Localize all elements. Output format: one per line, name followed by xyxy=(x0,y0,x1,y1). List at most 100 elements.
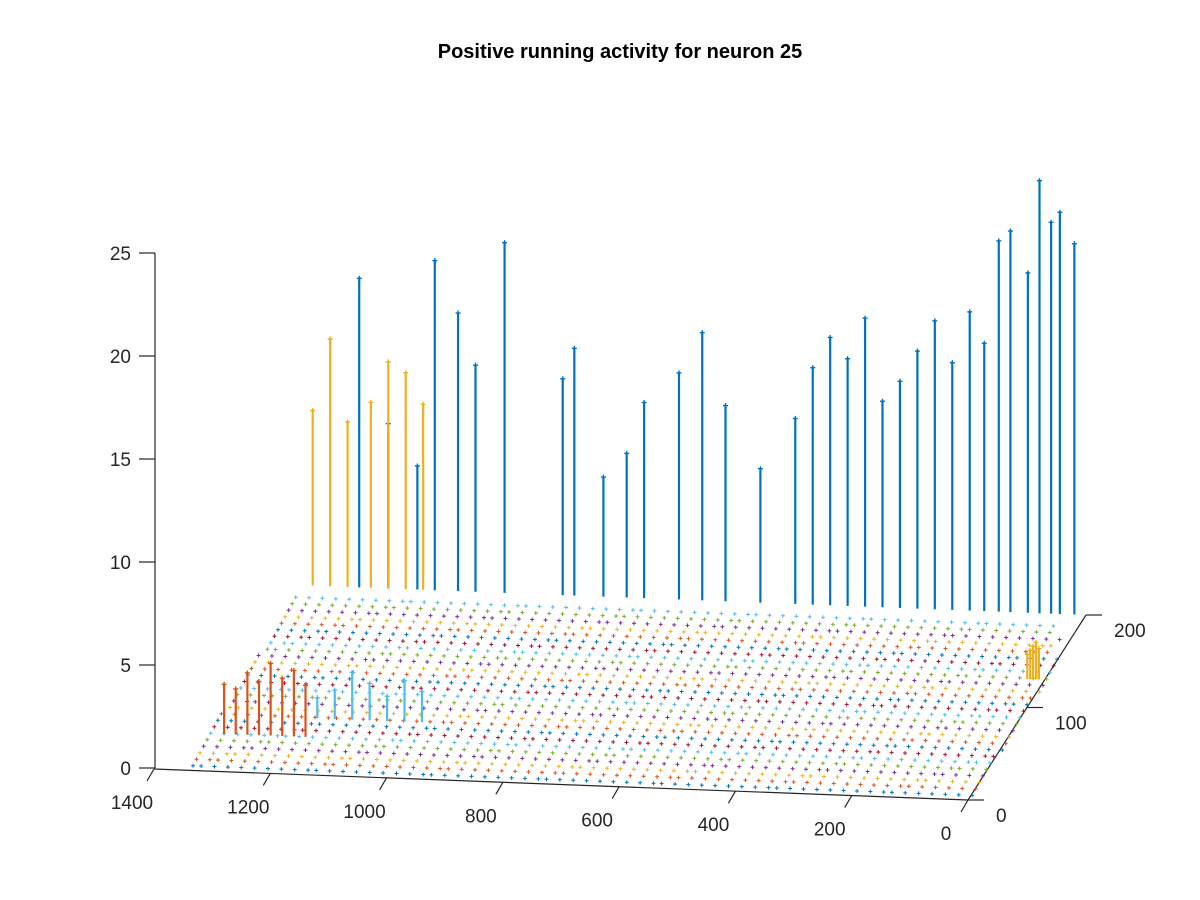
floor-marker xyxy=(309,761,314,766)
floor-marker xyxy=(862,669,867,674)
floor-marker xyxy=(507,609,512,614)
floor-marker xyxy=(963,779,968,784)
floor-marker xyxy=(861,696,866,701)
floor-marker xyxy=(986,747,991,752)
floor-marker xyxy=(441,614,446,619)
floor-marker xyxy=(300,648,305,653)
floor-marker xyxy=(424,766,429,771)
floor-marker xyxy=(580,705,585,710)
floor-marker xyxy=(920,784,925,789)
floor-marker xyxy=(791,660,796,665)
floor-marker xyxy=(835,775,840,780)
floor-marker xyxy=(706,730,711,735)
floor-marker xyxy=(1020,695,1025,700)
floor-marker xyxy=(631,727,636,732)
floor-marker xyxy=(932,665,937,670)
floor-marker xyxy=(550,644,555,649)
floor-marker xyxy=(997,648,1002,653)
floor-marker xyxy=(831,635,836,640)
floor-marker xyxy=(417,633,422,638)
floor-marker xyxy=(943,686,948,691)
floor-marker xyxy=(279,767,284,772)
floor-marker xyxy=(248,732,253,737)
floor-marker xyxy=(574,652,579,657)
floor-marker xyxy=(228,705,233,710)
floor-marker xyxy=(685,623,690,628)
floor-marker xyxy=(397,725,402,730)
floor-marker xyxy=(546,638,551,643)
floor-marker xyxy=(584,738,589,743)
floor-marker xyxy=(319,622,324,627)
floor-marker xyxy=(977,780,982,785)
floor-marker xyxy=(719,757,724,762)
floor-marker xyxy=(915,632,920,637)
floor-marker xyxy=(874,657,879,662)
floor-marker xyxy=(960,786,965,791)
floor-marker xyxy=(780,680,785,685)
floor-marker xyxy=(679,609,684,614)
floor-marker xyxy=(706,650,711,655)
floor-marker xyxy=(837,715,842,720)
floor-marker xyxy=(249,666,254,671)
floor-marker xyxy=(726,704,731,709)
floor-marker xyxy=(702,617,707,622)
floor-marker xyxy=(307,635,312,640)
floor-marker xyxy=(922,685,927,690)
floor-marker xyxy=(908,645,913,650)
floor-marker xyxy=(299,754,304,759)
floor-marker xyxy=(952,759,957,764)
floor-marker xyxy=(346,663,351,668)
floor-marker xyxy=(320,636,325,641)
floor-marker xyxy=(997,728,1002,733)
floor-marker xyxy=(625,753,630,758)
floor-marker xyxy=(912,718,917,723)
floor-marker xyxy=(459,767,464,772)
floor-marker xyxy=(631,687,636,692)
floor-marker xyxy=(835,629,840,634)
floor-marker xyxy=(408,745,413,750)
floor-marker xyxy=(702,657,707,662)
floor-marker xyxy=(377,671,382,676)
floor-marker xyxy=(259,673,264,678)
floor-marker xyxy=(845,715,850,720)
floor-marker xyxy=(412,699,417,704)
floor-marker xyxy=(604,752,609,757)
floor-marker xyxy=(689,656,694,661)
floor-marker xyxy=(888,697,893,702)
floor-marker xyxy=(573,758,578,763)
floor-marker xyxy=(353,690,358,695)
floor-marker xyxy=(224,751,229,756)
floor-marker xyxy=(821,694,826,699)
series-3 xyxy=(221,660,309,737)
floor-marker xyxy=(862,630,867,635)
floor-marker xyxy=(292,621,297,626)
floor-marker xyxy=(715,617,720,622)
floor-marker xyxy=(709,710,714,715)
floor-marker xyxy=(1007,668,1012,673)
floor-marker xyxy=(1017,675,1022,680)
floor-marker xyxy=(844,622,849,627)
floor-marker xyxy=(370,684,375,689)
floor-marker xyxy=(760,705,765,710)
floor-marker xyxy=(845,636,850,641)
floor-marker xyxy=(716,631,721,636)
floor-marker xyxy=(740,638,745,643)
floor-marker xyxy=(719,691,724,696)
floor-marker xyxy=(753,745,758,750)
floor-marker xyxy=(784,713,789,718)
floor-marker xyxy=(331,762,336,767)
floor-marker xyxy=(807,681,812,686)
floor-marker xyxy=(828,721,833,726)
floor-marker xyxy=(360,703,365,708)
floor-marker xyxy=(604,726,609,731)
floor-marker xyxy=(813,628,818,633)
floor-marker xyxy=(509,629,514,634)
floor-marker xyxy=(791,779,796,784)
floor-marker xyxy=(300,608,305,613)
floor-marker xyxy=(563,632,568,637)
floor-marker xyxy=(994,708,999,713)
floor-marker xyxy=(709,644,714,649)
floor-marker xyxy=(624,634,629,639)
floor-marker xyxy=(377,737,382,742)
floor-marker xyxy=(597,739,602,744)
